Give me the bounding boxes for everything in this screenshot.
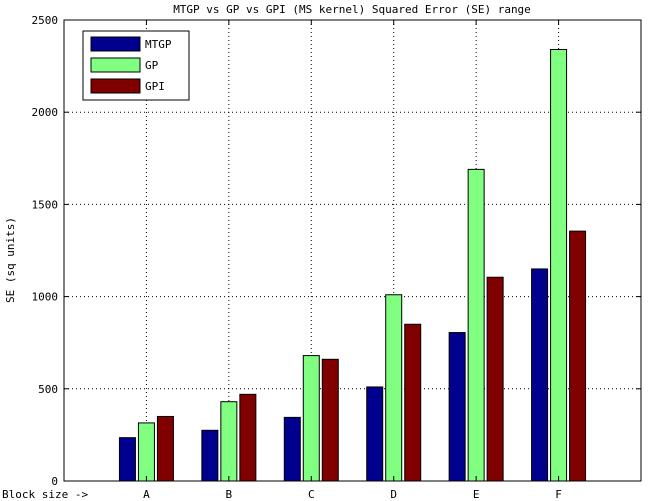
legend-swatch-gpi — [90, 78, 141, 94]
bar-gp-e — [467, 168, 485, 482]
bar-gpi-b — [239, 393, 257, 482]
plot-frame — [63, 19, 642, 482]
bar-gpi-d — [404, 323, 422, 482]
bar-gpi-a — [156, 415, 174, 482]
legend-label-gp: GP — [145, 59, 159, 72]
x-tick-label: D — [390, 488, 397, 501]
bar-mtgp-c — [283, 416, 301, 482]
x-tick-label: C — [308, 488, 315, 501]
y-axis-label: SE (sq units) — [4, 217, 17, 303]
legend-swatch-gp — [90, 57, 141, 73]
bar-gp-c — [302, 355, 320, 482]
legend-label-gpi: GPI — [145, 80, 165, 93]
x-axis-label: Block size -> — [2, 488, 88, 501]
x-tick-label: B — [226, 488, 233, 501]
bar-mtgp-a — [118, 437, 136, 482]
bar-mtgp-d — [366, 386, 384, 482]
bar-gp-f — [550, 49, 568, 482]
y-tick-label: 500 — [38, 383, 58, 396]
bar-mtgp-b — [201, 429, 219, 482]
bar-gpi-e — [486, 276, 504, 482]
chart-title: MTGP vs GP vs GPI (MS kernel) Squared Er… — [173, 3, 531, 16]
bar-gp-a — [137, 422, 155, 482]
y-tick-label: 1500 — [32, 198, 59, 211]
legend: MTGP GP GPI — [82, 30, 190, 101]
bars-group — [118, 49, 587, 482]
y-tick-label: 1000 — [32, 291, 59, 304]
y-tick-label: 2000 — [32, 106, 59, 119]
legend-label-mtgp: MTGP — [145, 38, 172, 51]
bar-gp-b — [220, 401, 238, 482]
y-tick-label: 2500 — [32, 14, 59, 27]
x-tick-label: F — [555, 488, 562, 501]
bar-mtgp-f — [531, 268, 549, 482]
x-tick-label: A — [143, 488, 150, 501]
bar-gpi-c — [321, 358, 339, 482]
axis-ticks: 0 500 1000 1500 2000 2500 A B C D E F — [32, 14, 641, 501]
bar-mtgp-e — [448, 332, 466, 482]
bar-gp-d — [385, 294, 403, 482]
y-tick-label: 0 — [51, 475, 58, 488]
legend-swatch-mtgp — [90, 36, 141, 52]
bar-gpi-f — [569, 230, 587, 482]
x-tick-label: E — [473, 488, 480, 501]
